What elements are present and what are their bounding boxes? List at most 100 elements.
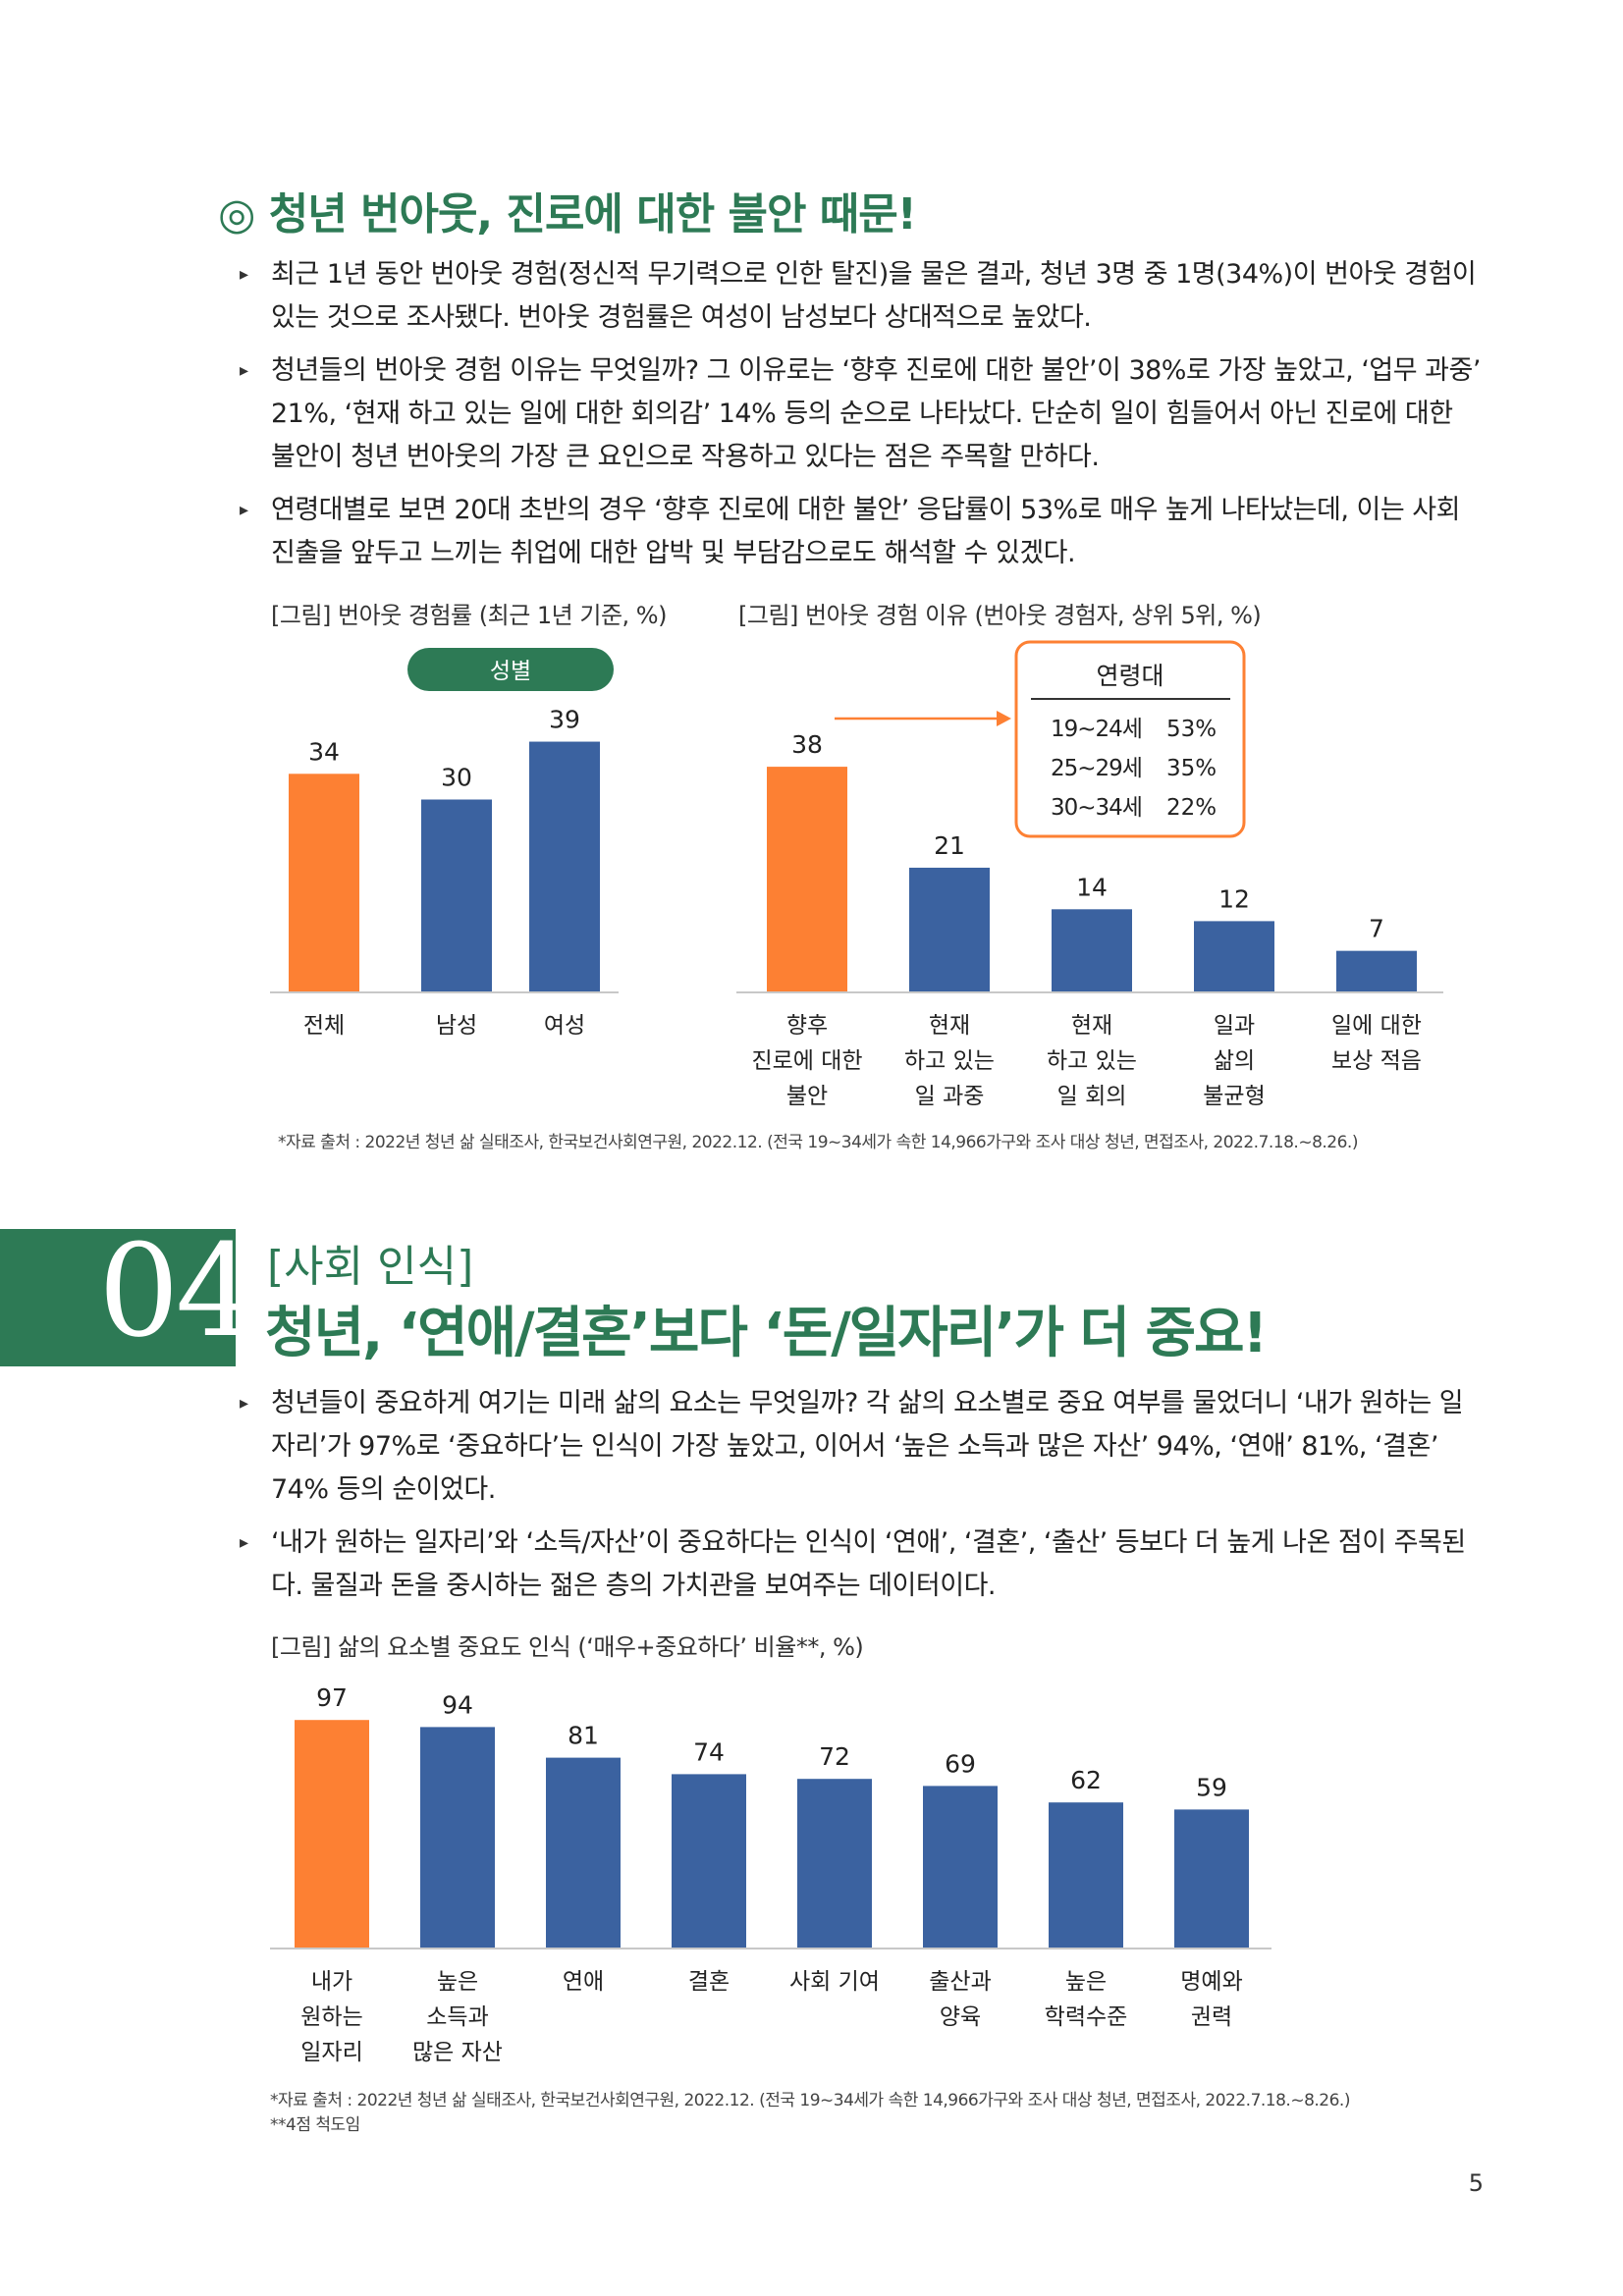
category-label: 사회 기여: [789, 1969, 880, 1995]
category-label: 전체: [303, 1013, 345, 1039]
age-row-label: 19~24세: [1051, 717, 1142, 742]
bar: [546, 1757, 621, 1949]
data-label: 69: [945, 1749, 976, 1778]
data-label: 97: [316, 1683, 348, 1712]
chart2-caption: [그림] 번아웃 경험 이유 (번아웃 경험자, 상위 5위, %): [738, 602, 1262, 629]
bullet-marker-icon: ▸: [240, 500, 248, 520]
chart1-caption: [그림] 번아웃 경험률 (최근 1년 기준, %): [271, 602, 667, 629]
bullet-marker-icon: ▸: [240, 1393, 248, 1414]
category-label-line: 일자리: [300, 2040, 362, 2065]
data-label: 34: [308, 737, 340, 766]
category-label-line: 일 회의: [1057, 1084, 1127, 1109]
category-label-line: 일에 대한: [1331, 1013, 1422, 1039]
bar: [1336, 950, 1417, 992]
data-label: 39: [549, 706, 580, 734]
data-label: 21: [934, 831, 965, 860]
data-label: 7: [1369, 915, 1384, 943]
bar: [289, 774, 359, 992]
section4-subtitle: [사회 인식]: [267, 1242, 474, 1292]
bar: [1174, 1809, 1249, 1949]
gender-badge: [407, 648, 614, 691]
category-label-line: 불안: [786, 1084, 828, 1109]
category-label-line: 사회 기여: [789, 1969, 880, 1995]
category-label-line: 하고 있는: [1047, 1048, 1137, 1074]
age-row-value: 35%: [1166, 756, 1217, 781]
bar: [1194, 921, 1274, 992]
bar: [529, 741, 600, 992]
data-label: 94: [442, 1690, 473, 1719]
bar: [767, 767, 847, 992]
category-label-line: 양육: [940, 2004, 981, 2030]
category-label-line: 학력수준: [1045, 2004, 1128, 2030]
section4-source: *자료 출처 : 2022년 청년 삶 실태조사, 한국보건사회연구원, 202…: [270, 2091, 1350, 2110]
bar: [909, 867, 990, 992]
category-label: 연애: [563, 1969, 604, 1995]
age-row-label: 30~34세: [1051, 795, 1142, 821]
data-label: 59: [1196, 1773, 1227, 1801]
data-label: 38: [791, 730, 823, 759]
category-label-line: 원하는: [300, 2004, 362, 2030]
bar: [923, 1786, 998, 1949]
section-number-block: [0, 1229, 236, 1366]
category-label-line: 연애: [563, 1969, 604, 1995]
section4-bullets: ▸ 청년들이 중요하게 여기는 미래 삶의 요소는 무엇일까? 각 삶의 요소별로…: [236, 1382, 1483, 1618]
data-label: 81: [568, 1722, 599, 1750]
arrow-head-icon: [997, 711, 1011, 726]
data-label: 30: [441, 764, 472, 792]
category-label-line: 보상 적음: [1331, 1048, 1422, 1074]
bar: [1052, 909, 1132, 992]
section4-title: 청년, ‘연애/결혼’보다 ‘돈/일자리’가 더 중요!: [265, 1302, 1268, 1365]
age-row-value: 53%: [1166, 717, 1217, 742]
section3-source: *자료 출처 : 2022년 청년 삶 실태조사, 한국보건사회연구원, 202…: [278, 1133, 1358, 1152]
category-label-line: 진로에 대한: [751, 1048, 862, 1074]
chart-life-importance: 97 94 81 74 72 69 62 59 내가 원하는 일자리 높은 소득과 많은 자산 연애 결혼 사…: [270, 1683, 1271, 2065]
category-label-line: 남성: [436, 1013, 477, 1039]
category-label-line: 일 과중: [915, 1084, 985, 1109]
bullet-item: ▸ ‘내가 원하는 일자리’와 ‘소득/자산’이 중요하다는 인식이 ‘연애’, …: [236, 1522, 1483, 1608]
category-label-line: 불균형: [1203, 1084, 1265, 1109]
bullet-item: ▸ 연령대별로 보면 20대 초반의 경우 ‘향후 진로에 대한 불안’ 응답률이…: [236, 489, 1483, 575]
category-label-line: 많은 자산: [412, 2040, 503, 2065]
category-label-line: 높은: [1065, 1969, 1107, 1995]
bullet-marker-icon: ▸: [240, 1532, 248, 1553]
chart-burnout-rate: 성별 34 30 39 전체 남성 여성: [270, 648, 619, 1039]
category-label-line: 높은: [437, 1969, 478, 1995]
category-label: 결혼: [688, 1969, 730, 1995]
section3-bullets: ▸ 최근 1년 동안 번아웃 경험(정신적 무기력으로 인한 탈진)을 물은 결과…: [236, 253, 1483, 585]
bar: [421, 799, 492, 992]
category-label: 현재 하고 있는 일 회의: [1047, 1013, 1137, 1109]
category-label-line: 소득과: [426, 2004, 488, 2030]
bullet-item: ▸ 최근 1년 동안 번아웃 경험(정신적 무기력으로 인한 탈진)을 물은 결과…: [236, 253, 1483, 340]
data-label: 14: [1076, 873, 1108, 901]
category-label-line: 하고 있는: [904, 1048, 995, 1074]
section-number: 04: [98, 1216, 256, 1365]
category-label-line: 내가: [311, 1969, 352, 1995]
age-group-box: [1014, 640, 1246, 838]
category-label-line: 권력: [1191, 2004, 1232, 2030]
category-label-line: 명예와: [1180, 1969, 1242, 1995]
bar: [1049, 1802, 1123, 1949]
page-number: 5: [1468, 2169, 1484, 2197]
category-label-line: 현재: [929, 1013, 970, 1039]
category-label-line: 여성: [544, 1013, 585, 1039]
category-label-line: 일과: [1214, 1013, 1255, 1039]
age-row-value: 22%: [1166, 795, 1217, 821]
bullet-marker-icon: ▸: [240, 264, 248, 285]
category-label-line: 삶의: [1214, 1048, 1255, 1074]
bar: [672, 1774, 746, 1949]
category-label-line: 전체: [303, 1013, 345, 1039]
bullet-item: ▸ 청년들의 번아웃 경험 이유는 무엇일까? 그 이유로는 ‘향후 진로에 대한…: [236, 349, 1483, 479]
category-label-line: 출산과: [929, 1969, 991, 1995]
category-label: 남성: [436, 1013, 477, 1039]
category-label-line: 향후: [786, 1013, 828, 1039]
category-label-line: 결혼: [688, 1969, 730, 1995]
